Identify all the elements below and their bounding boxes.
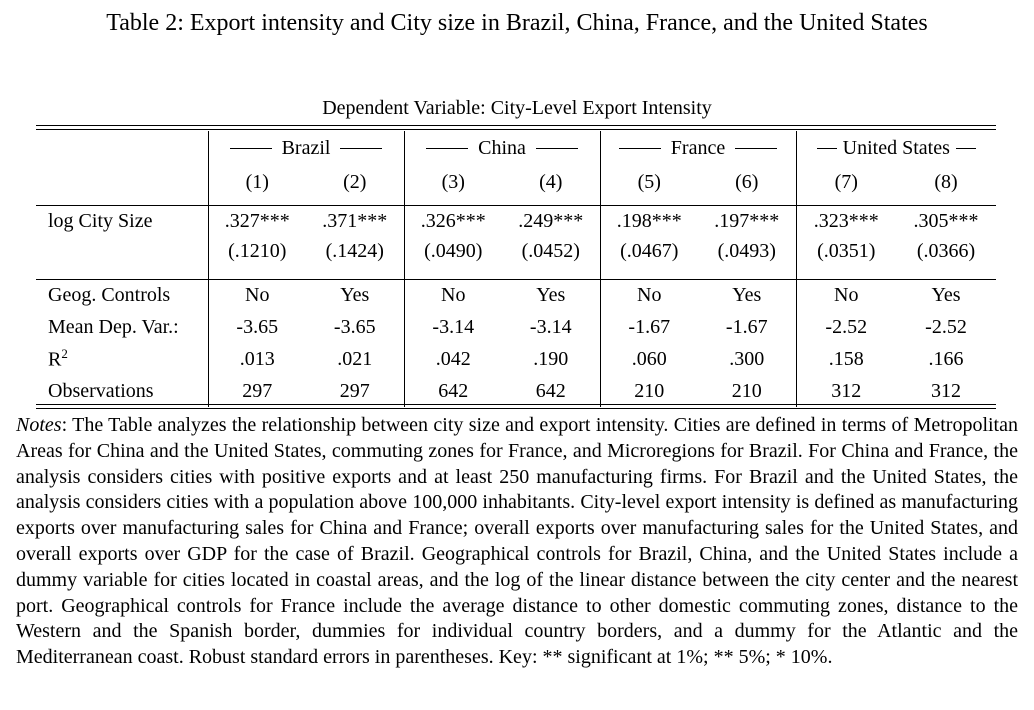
stat-cell: -1.67 xyxy=(628,315,671,338)
stat-cell: 642 xyxy=(438,379,469,402)
column-number: (4) xyxy=(502,165,601,199)
stat-cell: -3.65 xyxy=(236,315,279,338)
group-label-brazil: Brazil xyxy=(281,136,331,159)
coefficient-cell: .249*** xyxy=(502,205,601,237)
group-label-france: France xyxy=(670,136,726,159)
group-header-row: Brazil China France United States xyxy=(36,131,996,165)
stat-cell: 210 xyxy=(634,379,665,402)
standard-error-cell: (.0452) xyxy=(502,237,601,265)
column-number: (7) xyxy=(834,170,858,193)
column-number: (8) xyxy=(934,170,958,193)
stat-row: R2 .013 .021 .042 .190 .060 .300 .158 .1… xyxy=(36,343,996,375)
stat-row: Geog. Controls No Yes No Yes No Yes No Y… xyxy=(36,279,997,311)
stat-cell: No xyxy=(637,283,662,306)
stat-cell: .190 xyxy=(502,343,601,375)
stat-cell: .013 xyxy=(239,347,275,370)
top-rule-1 xyxy=(36,125,996,126)
stat-cell: -3.14 xyxy=(502,311,601,343)
stat-cell: -3.14 xyxy=(432,315,475,338)
stat-cell: No xyxy=(834,283,859,306)
stat-cell: -2.52 xyxy=(825,315,868,338)
row-label: Observations xyxy=(36,375,209,407)
coefficient-cell: .197*** xyxy=(698,205,797,237)
regression-table: Brazil China France United States (1) (2… xyxy=(36,131,997,407)
stat-cell: 312 xyxy=(931,379,962,402)
stat-cell: .158 xyxy=(828,347,864,370)
row-label-r-squared: R2 xyxy=(36,343,209,375)
standard-error-cell: (.1210) xyxy=(228,239,287,262)
stat-cell: 312 xyxy=(831,379,862,402)
stat-cell: .300 xyxy=(698,343,797,375)
standard-error-cell: (.0493) xyxy=(698,237,797,265)
row-label: Geog. Controls xyxy=(36,279,209,311)
stat-cell: .060 xyxy=(631,347,667,370)
spacer-row xyxy=(36,265,996,279)
standard-error-row: (.1210) (.1424) (.0490) (.0452) (.0467) … xyxy=(36,237,996,265)
stat-cell: Yes xyxy=(502,279,601,311)
standard-error-cell: (.0366) xyxy=(916,239,976,262)
empty-corner-2 xyxy=(36,165,209,199)
stat-row: Observations 297 297 642 642 210 210 312… xyxy=(36,375,996,407)
empty-corner xyxy=(36,131,209,165)
stat-cell: No xyxy=(441,283,466,306)
notes-text: : The Table analyzes the relationship be… xyxy=(16,414,1018,669)
row-label: Mean Dep. Var.: xyxy=(36,311,209,343)
column-number: (5) xyxy=(637,170,661,193)
stat-cell: Yes xyxy=(931,283,961,306)
column-number: (6) xyxy=(698,165,797,199)
stat-cell: -3.65 xyxy=(306,311,405,343)
stat-cell: 210 xyxy=(698,375,797,407)
stat-cell: .166 xyxy=(928,347,964,370)
column-number-row: (1) (2) (3) (4) (5) (6) (7) (8) xyxy=(36,165,996,199)
top-rule-2 xyxy=(36,129,996,130)
dependent-variable-caption: Dependent Variable: City-Level Export In… xyxy=(0,96,1034,120)
bottom-rule-1 xyxy=(36,404,996,405)
stat-cell: -2.52 xyxy=(925,315,967,338)
stat-cell: Yes xyxy=(306,279,405,311)
column-number: (1) xyxy=(245,170,269,193)
stat-cell: .042 xyxy=(435,347,471,370)
table-title: Table 2: Export intensity and City size … xyxy=(106,10,928,36)
standard-error-cell: (.1424) xyxy=(306,237,405,265)
stat-cell: 297 xyxy=(306,375,405,407)
stat-cell: .021 xyxy=(306,343,405,375)
coefficient-cell: .326*** xyxy=(420,209,486,232)
stat-cell: No xyxy=(245,283,270,306)
coefficient-cell: .327*** xyxy=(224,209,290,232)
r-label: R xyxy=(48,348,62,371)
coefficient-cell: .198*** xyxy=(616,209,682,232)
notes-label: Notes xyxy=(16,414,62,436)
stat-cell: 642 xyxy=(502,375,601,407)
r-squared-superscript: 2 xyxy=(61,346,68,362)
column-number: (3) xyxy=(441,170,465,193)
row-label: log City Size xyxy=(36,205,209,237)
coefficient-cell: .371*** xyxy=(306,205,405,237)
dependent-variable-text: Dependent Variable: City-Level Export In… xyxy=(322,97,712,119)
spacer-row xyxy=(36,199,996,205)
standard-error-cell: (.0351) xyxy=(817,239,876,262)
group-label-united-states: United States xyxy=(842,136,950,159)
empty-label xyxy=(36,237,209,265)
stat-cell: -1.67 xyxy=(698,311,797,343)
group-france: France xyxy=(600,131,797,165)
stat-cell: 297 xyxy=(242,379,273,402)
column-number: (2) xyxy=(306,165,405,199)
group-label-china: China xyxy=(478,136,526,159)
group-china: China xyxy=(404,131,601,165)
bottom-rule-2 xyxy=(36,408,996,409)
coefficient-cell: .305*** xyxy=(913,209,979,232)
coefficient-cell: .323*** xyxy=(813,209,879,232)
group-brazil: Brazil xyxy=(208,131,405,165)
stat-cell: Yes xyxy=(698,279,797,311)
stat-row: Mean Dep. Var.: -3.65 -3.65 -3.14 -3.14 … xyxy=(36,311,996,343)
group-united-states: United States xyxy=(796,131,996,165)
coefficient-row: log City Size .327*** .371*** .326*** .2… xyxy=(36,205,997,237)
standard-error-cell: (.0467) xyxy=(620,239,679,262)
standard-error-cell: (.0490) xyxy=(424,239,483,262)
table-notes: Notes: The Table analyzes the relationsh… xyxy=(16,413,1018,671)
